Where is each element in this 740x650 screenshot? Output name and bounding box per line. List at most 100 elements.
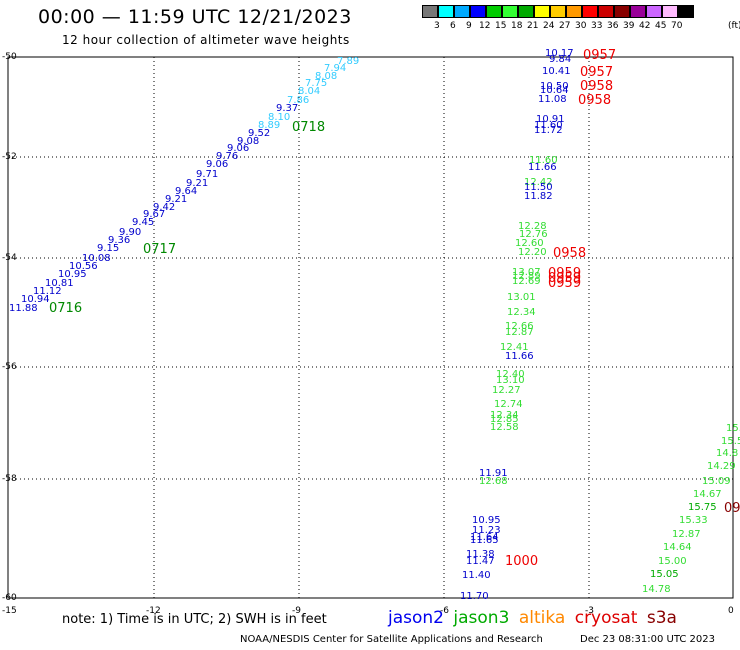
swh-value-label: 12.69	[512, 276, 541, 287]
colorbar-swatch	[454, 5, 470, 18]
lon-tick-label: -9	[292, 606, 301, 616]
swh-value-label: 12.42	[524, 177, 553, 188]
swh-value-label: 8.08	[315, 71, 338, 82]
swh-value-label: 12.20	[518, 247, 547, 258]
pass-time-label: 0959	[548, 266, 582, 281]
colorbar-swatch	[598, 5, 614, 18]
swh-value-label: 11.91	[479, 468, 508, 479]
swh-value-label: 11.65	[470, 535, 499, 546]
colorbar-swatch	[550, 5, 566, 18]
swh-value-label: 10.95	[58, 269, 87, 280]
swh-value-label: 9.21	[186, 178, 209, 189]
pass-time-label: 09	[724, 501, 740, 516]
swh-value-label: 11.23	[472, 525, 501, 536]
swh-value-label: 14.64	[663, 542, 692, 553]
colorbar-swatch	[662, 5, 678, 18]
colorbar-swatch	[582, 5, 598, 18]
swh-value-label: 9.71	[196, 169, 219, 180]
colorbar-label: 9	[466, 21, 472, 31]
swh-value-label: 7.86	[287, 95, 310, 106]
swh-value-label: 9.37	[276, 103, 299, 114]
footer-note: note: 1) Time is in UTC; 2) SWH is in fe…	[62, 612, 327, 627]
swh-value-label: 8.10	[268, 112, 291, 123]
legend-cryosat: cryosat	[574, 608, 638, 628]
swh-value-label: 10.17	[545, 48, 574, 59]
colorbar-label: 3	[434, 21, 440, 31]
legend-altika: altika	[518, 608, 566, 628]
swh-value-label: 9.21	[165, 194, 188, 205]
colorbar-label: 70	[671, 21, 683, 31]
colorbar-label: (ft)	[728, 21, 740, 31]
colorbar-label: 33	[591, 21, 603, 31]
swh-value-label: 11.08	[538, 94, 567, 105]
swh-value-label: 11.70	[460, 591, 489, 602]
swh-value-label: 11.82	[524, 191, 553, 202]
colorbar-label: 36	[607, 21, 619, 31]
lon-tick-label: 0	[728, 606, 734, 616]
swh-value-label: 10.95	[472, 515, 501, 526]
swh-value-label: 15.00	[658, 556, 687, 567]
colorbar-label: 45	[655, 21, 667, 31]
swh-value-label: 12.68	[479, 476, 508, 487]
swh-value-label: 14.29	[707, 461, 736, 472]
swh-value-label: 11.47	[466, 556, 495, 567]
colorbar-swatch	[438, 5, 454, 18]
swh-value-label: 9.76	[216, 151, 239, 162]
colorbar-label: 27	[559, 21, 571, 31]
swh-value-label: 9.52	[248, 128, 271, 139]
swh-value-label: 15.09	[702, 476, 731, 487]
swh-value-label: 13.10	[496, 375, 525, 386]
pass-time-label: 0957	[583, 48, 617, 63]
lon-tick-label: -15	[2, 606, 17, 616]
swh-value-label: 11.12	[33, 286, 62, 297]
lat-tick-label: -60	[2, 593, 17, 603]
pass-time-label: 0957	[580, 65, 614, 80]
lat-tick-label: -50	[2, 52, 17, 62]
swh-value-label: 9.90	[119, 227, 142, 238]
colorbar-swatch	[422, 5, 438, 18]
swh-value-label: 12.27	[492, 385, 521, 396]
colorbar-label: 18	[511, 21, 523, 31]
swh-value-label: 11.60	[534, 120, 563, 131]
swh-value-label: 11.66	[505, 351, 534, 362]
pass-time-label: 0716	[49, 301, 83, 316]
pass-time-label: 0717	[143, 242, 177, 257]
legend-jason3: jason3	[453, 608, 510, 628]
pass-time-label: 0718	[292, 120, 326, 135]
lon-tick-label: -6	[440, 606, 449, 616]
swh-value-label: 11.64	[470, 532, 499, 543]
swh-value-label: 9.67	[143, 209, 166, 220]
colorbar-swatch	[470, 5, 486, 18]
lat-tick-label: -56	[2, 362, 17, 372]
swh-value-label: 12.74	[494, 399, 523, 410]
swh-value-label: 11.50	[524, 182, 553, 193]
swh-value-label: 11.66	[528, 162, 557, 173]
swh-value-label: 11.38	[466, 549, 495, 560]
swh-value-label: 12.76	[519, 229, 548, 240]
swh-value-label: 10.64	[540, 85, 569, 96]
colorbar-swatch	[678, 5, 694, 18]
swh-value-label: 12.89	[512, 271, 541, 282]
lon-tick-label: -12	[146, 606, 161, 616]
swh-value-label: 9.42	[153, 202, 176, 213]
swh-value-label: 10.56	[69, 261, 98, 272]
colorbar-label: 24	[543, 21, 555, 31]
swh-value-label: 10.91	[536, 114, 565, 125]
map-border	[7, 56, 734, 599]
colorbar-label: 39	[623, 21, 635, 31]
legend-jason2: jason2	[388, 608, 444, 628]
render-timestamp: Dec 23 08:31:00 UTC 2023	[580, 634, 715, 645]
swh-value-label: 11.40	[462, 570, 491, 581]
colorbar-swatch	[566, 5, 582, 18]
pass-time-label: 0959	[548, 271, 582, 286]
swh-value-label: 12.28	[518, 221, 547, 232]
swh-value-label: 12.58	[490, 422, 519, 433]
colorbar-label: 6	[450, 21, 456, 31]
swh-value-label: 12.87	[505, 327, 534, 338]
swh-value-label: 12.66	[505, 321, 534, 332]
swh-value-label: 7.89	[337, 56, 360, 67]
colorbar-label: 15	[495, 21, 507, 31]
swh-value-label: 10.81	[45, 278, 74, 289]
pass-time-label: 0958	[580, 79, 614, 94]
